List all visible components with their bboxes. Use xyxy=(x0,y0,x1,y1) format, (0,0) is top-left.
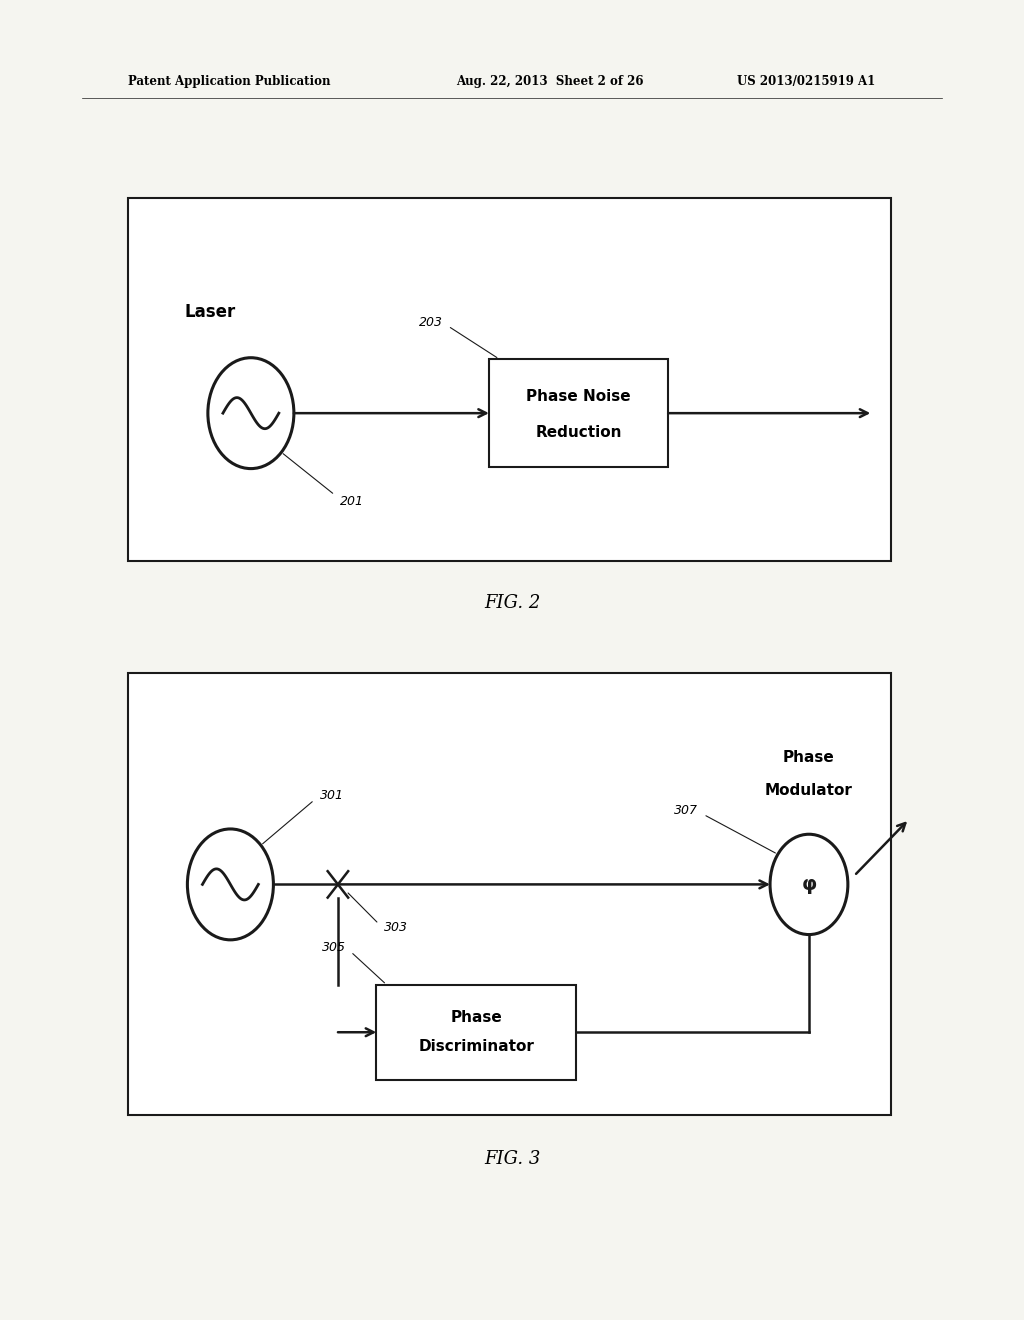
Text: FIG. 3: FIG. 3 xyxy=(483,1150,541,1168)
Text: 201: 201 xyxy=(340,495,364,508)
Text: Modulator: Modulator xyxy=(765,783,853,799)
Text: 305: 305 xyxy=(322,941,346,954)
Text: 301: 301 xyxy=(319,789,343,803)
Text: Patent Application Publication: Patent Application Publication xyxy=(128,75,331,88)
Text: Phase: Phase xyxy=(451,1011,502,1026)
Text: Reduction: Reduction xyxy=(536,425,622,440)
Text: Aug. 22, 2013  Sheet 2 of 26: Aug. 22, 2013 Sheet 2 of 26 xyxy=(456,75,643,88)
Text: 303: 303 xyxy=(384,921,408,935)
Text: US 2013/0215919 A1: US 2013/0215919 A1 xyxy=(737,75,876,88)
Bar xyxy=(377,985,575,1080)
Text: Laser: Laser xyxy=(184,302,236,321)
Text: Phase: Phase xyxy=(783,750,835,766)
Text: FIG. 2: FIG. 2 xyxy=(483,594,541,612)
Bar xyxy=(128,673,891,1115)
Text: Phase Noise: Phase Noise xyxy=(526,389,631,404)
Text: φ: φ xyxy=(802,875,816,894)
Text: 307: 307 xyxy=(675,804,698,817)
Text: 203: 203 xyxy=(419,315,442,329)
Text: Discriminator: Discriminator xyxy=(418,1039,535,1053)
Bar xyxy=(128,198,891,561)
Bar xyxy=(488,359,668,467)
